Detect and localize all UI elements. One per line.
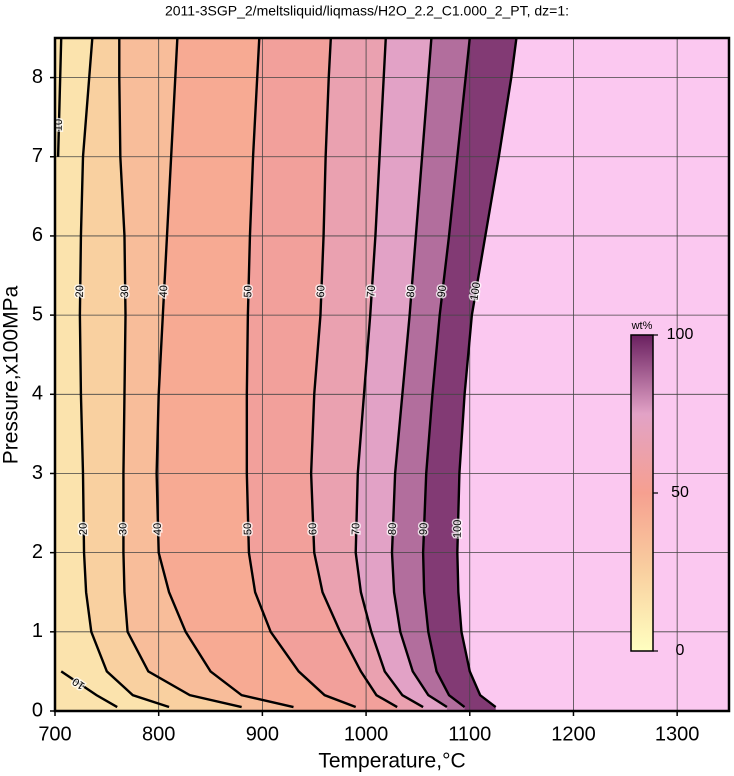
contour-label: 50 <box>242 285 254 298</box>
contour-label: 20 <box>78 523 90 535</box>
contour-line <box>155 38 294 709</box>
x-tick-label: 900 <box>246 723 279 745</box>
colorbar-tick-label: 100 <box>667 326 694 343</box>
contour-label: 10 <box>53 119 65 132</box>
contour-label: 60 <box>315 285 327 298</box>
contour-label: 80 <box>405 285 418 298</box>
contour-label: 30 <box>117 523 129 535</box>
colorbar-tick-label: 0 <box>676 642 685 659</box>
y-axis-label: Pressure,x100MPa <box>0 285 23 464</box>
colorbar <box>630 334 654 652</box>
colorbar-label: wt% <box>631 320 653 332</box>
contour-line <box>56 38 118 709</box>
contour-line <box>118 38 242 709</box>
y-tick-label: 2 <box>32 541 43 563</box>
x-tick-label: 800 <box>142 723 175 745</box>
contour-label: 100 <box>452 520 464 539</box>
contour-label: 90 <box>418 523 430 536</box>
x-tick-label: 1300 <box>655 723 700 745</box>
contour-label: 70 <box>365 285 378 298</box>
y-tick-label: 8 <box>32 66 43 88</box>
contour-label: 40 <box>152 523 164 536</box>
overlay: 700 800 900 1000 1100 1200 1300 0 1 2 3 4 5 6 7 8 wt% 0 50… <box>32 36 731 745</box>
contour-fill <box>457 38 729 711</box>
contour-line <box>456 38 518 708</box>
contour-label: 100 <box>468 281 483 301</box>
contour-line <box>390 38 448 709</box>
y-tick-label: 6 <box>32 224 43 246</box>
contour-label: 80 <box>387 523 399 536</box>
chart-title: 2011-3SGP_2/meltsliquid/liqmass/H2O_2.2_… <box>165 3 569 19</box>
x-tick-label: 1000 <box>344 723 389 745</box>
y-tick-label: 5 <box>32 303 43 325</box>
y-tick-label: 7 <box>32 145 43 167</box>
contour-label: 30 <box>119 285 131 297</box>
contour-line <box>245 38 357 709</box>
contour-line <box>78 38 170 709</box>
contour-label: 50 <box>242 523 254 536</box>
y-tick-label: 0 <box>32 699 43 721</box>
x-axis-label: Temperature,°C <box>318 750 465 773</box>
y-tick-label: 1 <box>32 620 43 642</box>
contour-label: 60 <box>307 523 319 536</box>
contour-label: 20 <box>74 285 86 297</box>
colorbar-tick-label: 50 <box>671 484 689 501</box>
plot-area: 1010202030304040505060607070808090901001… <box>53 38 729 711</box>
y-tick-label: 3 <box>32 462 43 484</box>
x-tick-label: 700 <box>38 723 71 745</box>
x-tick-label: 1200 <box>551 723 596 745</box>
x-tick-label: 1100 <box>448 723 491 745</box>
contour-line <box>309 38 398 709</box>
plot-frame <box>53 36 731 713</box>
contour-label: 90 <box>436 285 449 299</box>
contour-label: 70 <box>350 523 362 536</box>
contour-line <box>354 38 424 709</box>
contour-line <box>421 38 471 708</box>
y-tick-label: 4 <box>32 383 43 405</box>
contour-label: 40 <box>158 285 171 298</box>
